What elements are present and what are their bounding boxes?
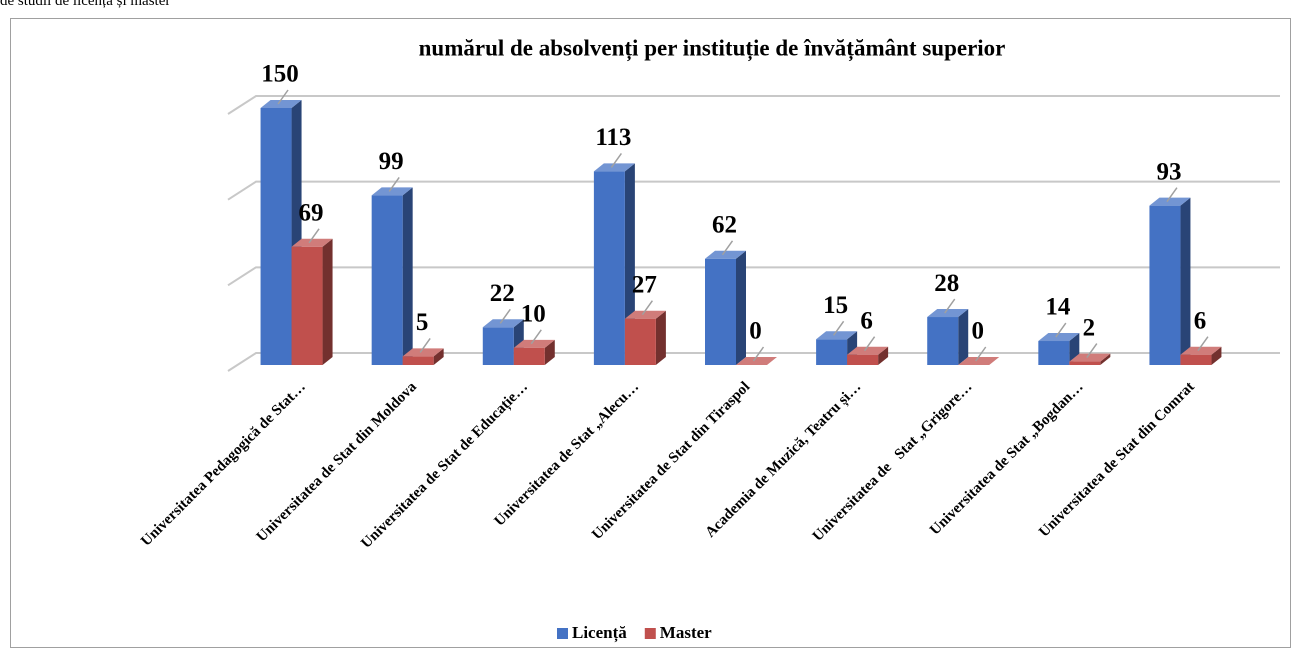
leader-line — [388, 176, 400, 192]
bar — [1180, 354, 1212, 365]
data-label: 5 — [416, 309, 429, 336]
leader-line — [277, 89, 289, 105]
bar-top — [371, 187, 413, 196]
leader-line — [308, 228, 320, 244]
bar-side — [736, 250, 746, 365]
data-label: 150 — [261, 61, 299, 88]
data-label: 14 — [1045, 294, 1071, 321]
leader-line — [864, 336, 876, 352]
grid-line — [227, 266, 1280, 287]
bar-top — [624, 310, 666, 319]
bar — [705, 258, 736, 365]
bar — [513, 347, 545, 365]
leader-line — [1086, 343, 1098, 359]
bar-top — [705, 250, 746, 259]
bar-side — [1180, 197, 1191, 365]
legend-label: Master — [660, 623, 712, 642]
bar-side — [958, 309, 969, 365]
leader-line — [530, 329, 542, 345]
data-label: 10 — [521, 301, 546, 328]
bar-top — [816, 331, 858, 340]
bar-top — [1069, 353, 1111, 362]
bar — [624, 318, 656, 365]
bar — [927, 317, 959, 365]
leader-line — [752, 346, 765, 362]
data-label: 2 — [1083, 314, 1096, 341]
bar-side — [433, 348, 444, 365]
grid-line — [227, 95, 1280, 115]
bar-top — [1149, 197, 1191, 206]
data-label: 99 — [379, 148, 404, 175]
data-label: 15 — [823, 292, 848, 319]
data-label: 0 — [971, 318, 984, 345]
bar — [1149, 205, 1181, 365]
legend-label: Licență — [572, 623, 627, 643]
grid-line — [227, 180, 1280, 201]
bar — [482, 327, 514, 365]
bar-top — [482, 319, 524, 328]
bar — [1069, 361, 1101, 365]
bar-top — [260, 100, 302, 108]
leader-line — [833, 320, 845, 336]
bar — [847, 354, 879, 365]
bar-top — [402, 348, 444, 357]
legend: Licență Master — [557, 623, 712, 643]
bar — [260, 108, 292, 365]
data-label: 0 — [749, 318, 762, 345]
leader-line — [1166, 187, 1178, 203]
bar-top — [927, 309, 969, 318]
bar-top — [593, 163, 635, 172]
leader-line — [1197, 336, 1209, 352]
bar — [593, 171, 625, 365]
leader-line — [944, 298, 956, 314]
data-label: 113 — [595, 124, 631, 151]
bar-top — [513, 339, 555, 348]
data-label: 28 — [934, 270, 959, 297]
bar-top — [736, 357, 777, 365]
bar-side — [402, 187, 413, 365]
header-text: de studii de licență și master — [0, 0, 171, 9]
bar-top — [958, 357, 1000, 365]
bar-side — [655, 310, 666, 365]
legend-swatch — [644, 628, 656, 639]
data-label: 6 — [1194, 307, 1207, 334]
bar-side — [322, 238, 333, 365]
data-label: 93 — [1156, 158, 1181, 185]
data-label: 27 — [632, 271, 657, 298]
bar — [402, 356, 434, 365]
leader-line — [419, 337, 431, 353]
data-label: 69 — [299, 200, 324, 227]
bar-top — [291, 238, 333, 247]
data-label: 6 — [860, 307, 873, 334]
bar — [371, 195, 403, 365]
bar — [291, 246, 323, 365]
bar-side — [1211, 346, 1222, 365]
leader-line — [1055, 322, 1067, 338]
leader-line — [610, 152, 622, 168]
bar-top — [1038, 333, 1080, 342]
bar — [1038, 341, 1070, 365]
bar — [816, 339, 848, 365]
data-label: 62 — [712, 212, 737, 239]
data-label: 22 — [490, 280, 515, 307]
leader-line — [641, 300, 653, 316]
legend-swatch — [557, 628, 568, 639]
chart-title: numărul de absolvenți per instituție de … — [419, 35, 1006, 61]
bar-side — [878, 346, 889, 365]
bar-top — [847, 346, 889, 355]
bar-top — [1180, 346, 1222, 355]
bar-side — [544, 339, 555, 365]
leader-line — [499, 308, 511, 324]
leader-line — [975, 346, 987, 362]
leader-line — [721, 240, 734, 256]
bar-side — [1100, 353, 1111, 365]
